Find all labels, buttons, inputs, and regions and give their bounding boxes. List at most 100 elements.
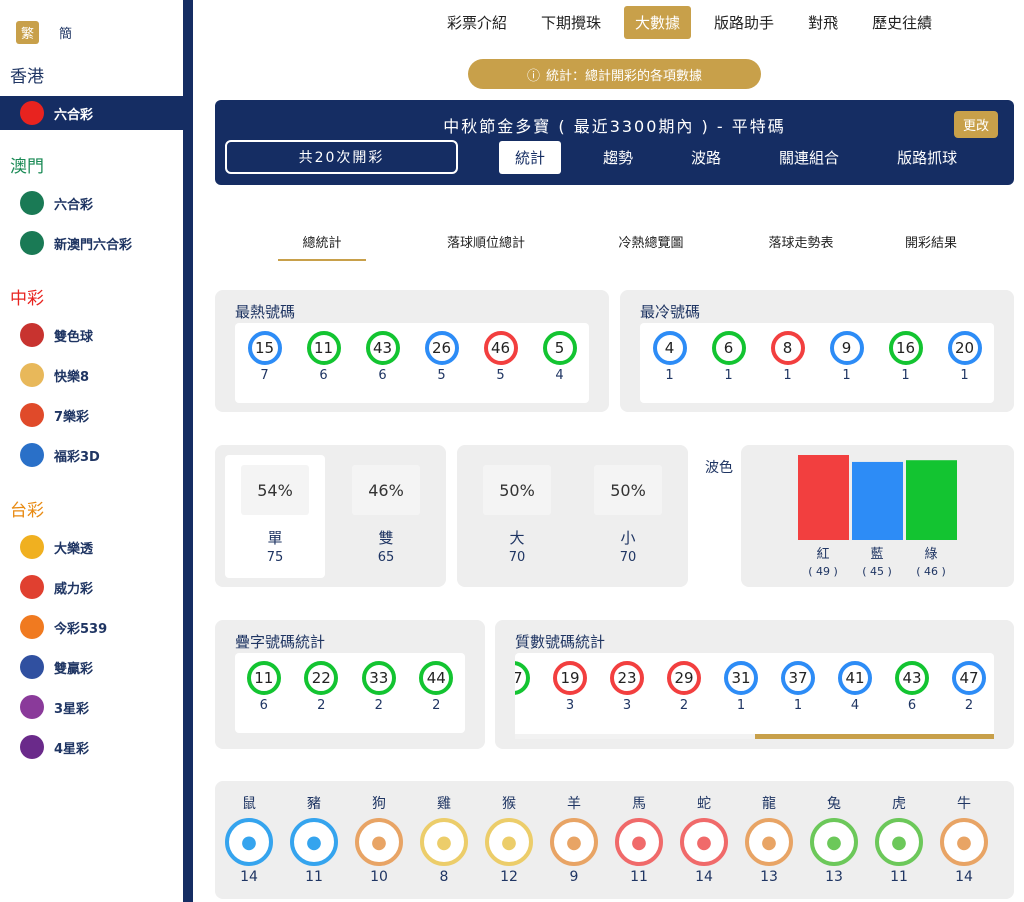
zodiac-animal-icon: ● — [940, 818, 988, 866]
sidebar-item[interactable]: 六合彩 — [0, 186, 183, 220]
zodiac-name: 羊 — [567, 796, 581, 812]
sub-tab[interactable]: 落球順位總計 — [446, 236, 525, 251]
sidebar-item[interactable]: 3星彩 — [0, 690, 183, 724]
number-ball: 17 — [515, 661, 530, 695]
zodiac-animal-icon: ● — [290, 818, 338, 866]
sub-tab[interactable]: 冷熱總覽圖 — [618, 236, 684, 251]
wave-count: ( 49 ) — [808, 565, 838, 578]
ball-count: 1 — [901, 368, 910, 383]
percent-label: 雙 — [378, 529, 394, 547]
zodiac-cell: 狗 ● 10 — [353, 793, 405, 885]
ball-count: 1 — [960, 368, 969, 383]
ball-count: 6 — [378, 368, 387, 383]
zodiac-animal-icon: ● — [485, 818, 533, 866]
region-heading: 台彩 — [10, 501, 44, 521]
draw-count[interactable]: 共20次開彩 — [225, 140, 458, 174]
number-ball: 9 — [829, 331, 864, 365]
sub-tab[interactable]: 總統計 — [278, 232, 366, 261]
number-ball: 33 — [361, 661, 396, 695]
number-ball-cell: 17 — [515, 661, 533, 698]
number-ball: 16 — [888, 331, 923, 365]
sidebar-item[interactable]: 今彩539 — [0, 610, 183, 644]
sub-tab[interactable]: 落球走勢表 — [768, 236, 834, 251]
header-tab[interactable]: 趨勢 — [603, 149, 634, 167]
change-button[interactable]: 更改 — [953, 111, 998, 138]
sidebar-item[interactable]: 威力彩 — [0, 570, 183, 604]
header-tab[interactable]: 波路 — [691, 149, 722, 167]
wave-bar — [852, 461, 903, 540]
zodiac-cell: 龍 ● 13 — [743, 793, 795, 885]
header-tab[interactable]: 版路抓球 — [897, 149, 958, 167]
number-ball: 20 — [947, 331, 982, 365]
sidebar-item-label: 快樂8 — [54, 369, 90, 385]
macau-new-icon — [20, 231, 44, 255]
top-nav-item[interactable]: 大數據 — [624, 6, 692, 39]
percent-stat: 50% 大 70 — [483, 465, 551, 565]
number-ball-cell: 23 3 — [607, 661, 647, 713]
zodiac-count: 11 — [890, 869, 908, 885]
percent-value: 50% — [594, 465, 662, 515]
zodiac-cell: 牛 ● 14 — [938, 793, 990, 885]
number-ball: 23 — [610, 661, 644, 695]
zodiac-cell: 兔 ● 13 — [808, 793, 860, 885]
info-pill: ⓘ 統計：總計開彩的各項數據 — [468, 59, 761, 89]
top-nav-item[interactable]: 彩票介紹 — [447, 14, 508, 32]
top-nav-item[interactable]: 對飛 — [808, 14, 839, 32]
header-tab[interactable]: 關連組合 — [779, 149, 840, 167]
sidebar-divider — [183, 0, 193, 902]
sidebar-item[interactable]: 福彩3D — [0, 438, 183, 472]
percent-value: 46% — [352, 465, 420, 515]
sidebar-item[interactable]: 雙色球 — [0, 318, 183, 352]
sub-tab[interactable]: 開彩結果 — [904, 236, 957, 251]
ball-count: 1 — [842, 368, 851, 383]
zodiac-cell: 豬 ● 11 — [288, 793, 340, 885]
zodiac-animal-icon: ● — [225, 818, 273, 866]
lang-traditional[interactable]: 繁 — [16, 21, 40, 44]
sidebar-item[interactable]: 大樂透 — [0, 530, 183, 564]
number-ball-cell: 26 5 — [422, 331, 462, 383]
wave-label: 紅 — [816, 547, 829, 562]
header-tab[interactable]: 統計 — [499, 141, 562, 174]
number-ball: 31 — [724, 661, 758, 695]
top-nav-item[interactable]: 歷史往績 — [872, 14, 933, 32]
zodiac-animal-icon: ● — [680, 818, 728, 866]
wave-count: ( 45 ) — [862, 565, 892, 578]
ball-count: 1 — [736, 698, 746, 713]
number-ball-cell: 29 2 — [664, 661, 704, 713]
sidebar-item[interactable]: 7樂彩 — [0, 398, 183, 432]
sidebar-item[interactable]: 六合彩 — [0, 96, 183, 130]
number-ball: 15 — [247, 331, 282, 365]
top-nav-item[interactable]: 版路助手 — [714, 14, 775, 32]
ball-count: 1 — [724, 368, 733, 383]
wave-count: ( 46 ) — [916, 565, 946, 578]
number-ball: 47 — [952, 661, 986, 695]
lang-simplified[interactable]: 簡 — [59, 27, 73, 42]
zodiac-count: 14 — [955, 869, 973, 885]
zodiac-count: 14 — [240, 869, 258, 885]
zodiac-cell: 蛇 ● 14 — [678, 793, 730, 885]
sidebar-item-label: 六合彩 — [54, 107, 94, 123]
zodiac-animal-icon: ● — [745, 818, 793, 866]
sidebar-item[interactable]: 4星彩 — [0, 730, 183, 764]
ball-count: 2 — [964, 698, 974, 713]
sidebar-item[interactable]: 新澳門六合彩 — [0, 226, 183, 260]
sidebar-item-label: 福彩3D — [54, 449, 100, 465]
top-nav-item[interactable]: 下期攪珠 — [541, 14, 602, 32]
number-ball-cell: 11 6 — [304, 331, 344, 383]
zodiac-count: 9 — [569, 869, 579, 885]
wave-color-panel: 波色 紅 ( 49 ) 藍 ( 45 ) 綠 ( 46 ) — [699, 445, 1014, 587]
number-ball-cell: 15 7 — [245, 331, 285, 383]
zodiac-cell: 馬 ● 11 — [613, 793, 665, 885]
sub-tabs: 總統計 落球順位總計 冷熱總覽圖 落球走勢表 開彩結果 — [278, 232, 986, 261]
zodiac-name: 馬 — [632, 796, 646, 812]
zodiac-animal-icon: ● — [875, 818, 923, 866]
sidebar-item[interactable]: 快樂8 — [0, 358, 183, 392]
zodiac-animal-icon: ● — [420, 818, 468, 866]
number-ball-cell: 19 3 — [550, 661, 590, 713]
prime-scrollbar[interactable] — [515, 734, 994, 739]
double-numbers-panel: 疊字號碼統計 11 6 22 2 33 2 44 2 — [215, 620, 485, 749]
sidebar-item[interactable]: 雙贏彩 — [0, 650, 183, 684]
ball-count: 6 — [259, 698, 268, 713]
